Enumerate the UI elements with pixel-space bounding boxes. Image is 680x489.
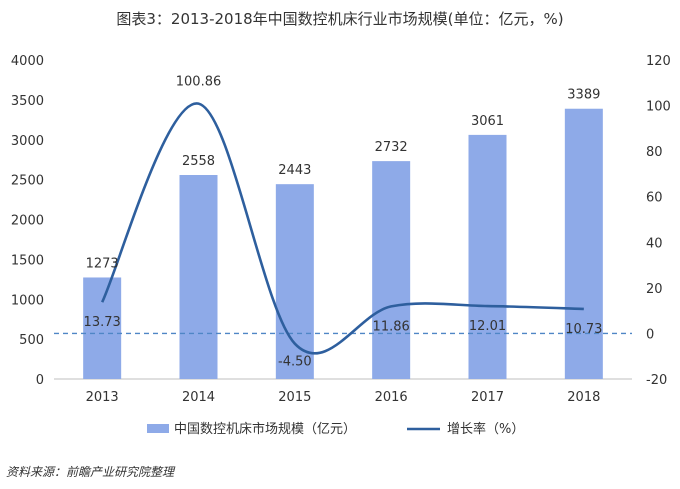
bar-value-label: 2732 xyxy=(375,140,408,155)
line-value-label: 13.73 xyxy=(84,315,121,330)
bar-value-label: 2558 xyxy=(182,154,215,169)
bar-value-label: 1273 xyxy=(86,256,119,271)
x-tick-label: 2018 xyxy=(567,390,600,405)
left-tick-label: 2500 xyxy=(11,174,44,189)
bar xyxy=(564,108,603,380)
bar-value-label: 3389 xyxy=(567,88,600,103)
chart-title: 图表3：2013-2018年中国数控机床行业市场规模(单位：亿元，%) xyxy=(116,10,564,28)
source-note: 资料来源：前瞻产业研究院整理 xyxy=(6,465,175,479)
line-value-label: 11.86 xyxy=(373,319,410,334)
legend-bar-label: 中国数控机床市场规模（亿元） xyxy=(174,421,356,437)
line-value-label: 100.86 xyxy=(176,75,222,90)
x-tick-label: 2014 xyxy=(182,390,215,405)
left-tick-label: 1000 xyxy=(11,293,44,308)
x-tick-label: 2017 xyxy=(471,390,504,405)
right-tick-label: 100 xyxy=(646,100,671,115)
bar-value-label: 2443 xyxy=(278,163,311,178)
right-tick-label: 20 xyxy=(646,282,663,297)
left-tick-label: 4000 xyxy=(11,54,44,69)
right-tick-label: -20 xyxy=(646,373,667,388)
legend-line-label: 增长率（%） xyxy=(447,421,524,437)
bar xyxy=(468,134,507,379)
left-tick-label: 0 xyxy=(36,373,44,388)
left-tick-label: 1500 xyxy=(11,253,44,268)
line-value-label: 10.73 xyxy=(565,322,602,337)
left-tick-label: 3500 xyxy=(11,94,44,109)
bar xyxy=(83,277,122,379)
line-value-label: -4.50 xyxy=(278,355,312,370)
right-tick-label: 60 xyxy=(646,191,663,206)
legend: 中国数控机床市场规模（亿元） 增长率（%） xyxy=(147,421,524,437)
left-tick-label: 3000 xyxy=(11,134,44,149)
growth-line-series xyxy=(100,102,584,355)
legend-bar-swatch xyxy=(147,424,169,433)
bar xyxy=(275,184,314,379)
right-tick-label: 120 xyxy=(646,54,671,69)
bar xyxy=(179,174,218,379)
left-tick-label: 2000 xyxy=(11,214,44,229)
right-tick-label: 40 xyxy=(646,236,663,251)
growth-line xyxy=(100,102,584,355)
bar-value-labels: 1273 2558 2443 2732 3061 3389 xyxy=(86,88,601,272)
right-tick-label: 0 xyxy=(646,327,654,342)
right-tick-label: 80 xyxy=(646,145,663,160)
x-tick-label: 2013 xyxy=(86,390,119,405)
right-y-axis: -20 0 20 40 60 80 100 120 xyxy=(646,54,671,388)
x-axis: 2013 2014 2015 2016 2017 2018 xyxy=(54,378,632,405)
bar-series xyxy=(83,108,603,380)
bar xyxy=(372,161,411,379)
x-tick-label: 2015 xyxy=(278,390,311,405)
line-value-labels: 13.73 100.86 -4.50 11.86 12.01 10.73 xyxy=(84,75,603,370)
bar-value-label: 3061 xyxy=(471,114,504,129)
line-value-label: 12.01 xyxy=(469,319,506,334)
left-y-axis: 0 500 1000 1500 2000 2500 3000 3500 4000 xyxy=(11,54,44,388)
x-tick-label: 2016 xyxy=(375,390,408,405)
left-tick-label: 500 xyxy=(19,333,44,348)
